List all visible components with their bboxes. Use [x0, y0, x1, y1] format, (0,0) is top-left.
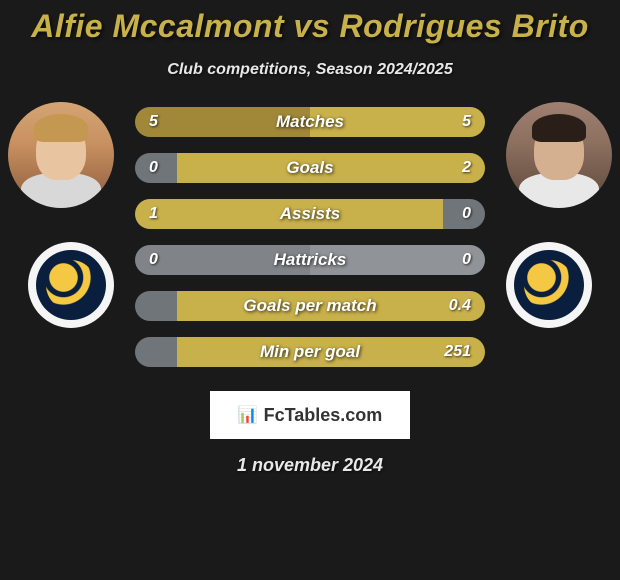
- badge-inner-icon: [36, 250, 106, 320]
- bar-value-right: 0: [462, 251, 471, 269]
- badge-inner-icon: [514, 250, 584, 320]
- date-label: 1 november 2024: [237, 455, 383, 476]
- stat-bar: 251 Min per goal: [135, 337, 485, 367]
- bar-value-left: 0: [149, 251, 158, 269]
- comparison-container: Alfie Mccalmont vs Rodrigues Brito Club …: [0, 0, 620, 580]
- stat-bar: 1 0 Assists: [135, 199, 485, 229]
- bar-value-right: 5: [462, 113, 471, 131]
- stats-area: 5 5 Matches 0 2 Goals 1 0 Assists 0 0 Hattricks 0.4 G…: [0, 107, 620, 367]
- page-title: Alfie Mccalmont vs Rodrigues Brito: [31, 8, 589, 45]
- bar-label: Hattricks: [274, 250, 347, 270]
- bar-label: Goals per match: [243, 296, 376, 316]
- bars-container: 5 5 Matches 0 2 Goals 1 0 Assists 0 0 Hattricks 0.4 G…: [135, 107, 485, 367]
- chart-icon: 📊: [238, 405, 258, 425]
- avatar-hair-icon: [34, 114, 88, 142]
- player-avatar-right: [506, 102, 612, 208]
- bar-value-left: 0: [149, 159, 158, 177]
- club-badge-right: [506, 242, 592, 328]
- badge-swirl-icon: [524, 260, 574, 310]
- bar-label: Assists: [280, 204, 340, 224]
- bar-value-left: 1: [149, 205, 158, 223]
- player-avatar-left: [8, 102, 114, 208]
- bar-value-left: 5: [149, 113, 158, 131]
- bar-label: Matches: [276, 112, 344, 132]
- bar-segment-left: 0: [135, 153, 177, 183]
- stat-bar: 5 5 Matches: [135, 107, 485, 137]
- bar-segment-right: 0: [443, 199, 485, 229]
- bar-label: Min per goal: [260, 342, 360, 362]
- club-badge-left: [28, 242, 114, 328]
- bar-value-right: 0: [462, 205, 471, 223]
- watermark-text: FcTables.com: [264, 405, 383, 426]
- bar-value-right: 2: [462, 159, 471, 177]
- bar-segment-left: [135, 337, 177, 367]
- stat-bar: 0.4 Goals per match: [135, 291, 485, 321]
- bar-value-right: 0.4: [449, 297, 471, 315]
- bar-segment-left: [135, 291, 177, 321]
- watermark: 📊 FcTables.com: [210, 391, 410, 439]
- bar-label: Goals: [286, 158, 333, 178]
- bar-value-right: 251: [444, 343, 471, 361]
- stat-bar: 0 2 Goals: [135, 153, 485, 183]
- subtitle: Club competitions, Season 2024/2025: [167, 61, 452, 79]
- badge-swirl-icon: [46, 260, 96, 310]
- stat-bar: 0 0 Hattricks: [135, 245, 485, 275]
- avatar-hair-icon: [532, 114, 586, 142]
